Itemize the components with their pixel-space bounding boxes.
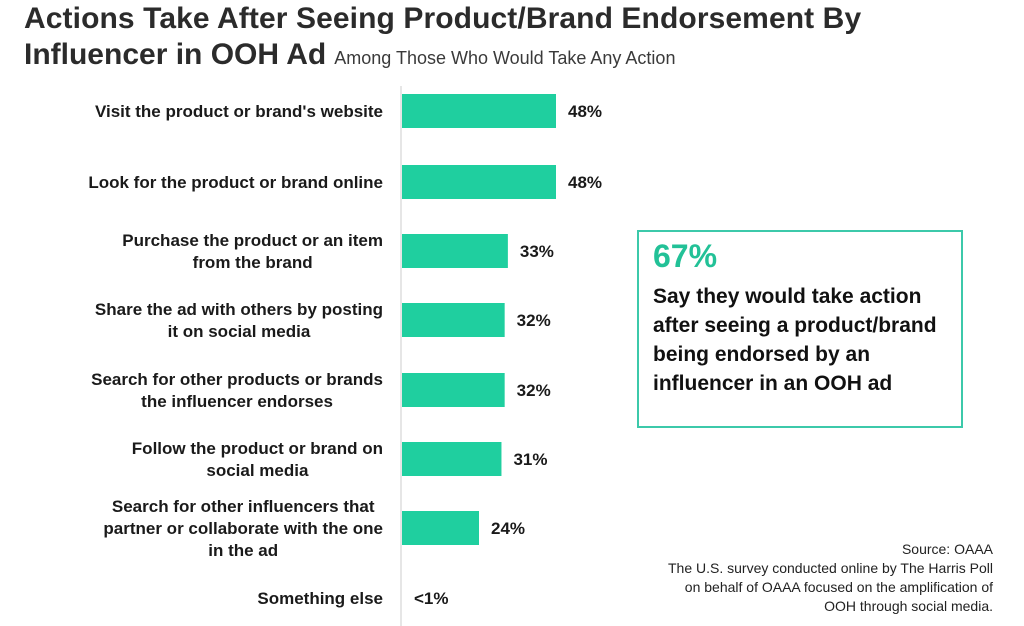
source-line-2: The U.S. survey conducted online by The … bbox=[667, 560, 993, 576]
data-label: 33% bbox=[520, 242, 554, 261]
data-label: 48% bbox=[568, 102, 602, 121]
category-label: Search for other influencers that partner… bbox=[103, 497, 383, 560]
category-label: Search for other products or brands the i… bbox=[91, 370, 383, 411]
data-label: 48% bbox=[568, 173, 602, 192]
source-note: Source: OAAA The U.S. survey conducted o… bbox=[553, 540, 993, 616]
chart-title-line-2: Influencer in OOH Ad Among Those Who Woul… bbox=[24, 38, 675, 72]
data-label: 31% bbox=[513, 450, 547, 469]
callout-box: 67% Say they would take action after see… bbox=[637, 230, 963, 428]
data-label: 24% bbox=[491, 519, 525, 538]
category-label: Purchase the product or an item from the … bbox=[122, 231, 383, 272]
callout-stat: 67% bbox=[653, 238, 718, 274]
chart-title-line-1: Actions Take After Seeing Product/Brand … bbox=[24, 2, 862, 35]
bar bbox=[402, 373, 505, 407]
category-label: Visit the product or brand's website bbox=[95, 102, 383, 121]
bar bbox=[402, 511, 479, 545]
bar bbox=[402, 234, 508, 268]
bars-layer: Visit the product or brand's website 48% L… bbox=[88, 94, 602, 608]
bar bbox=[402, 94, 556, 128]
chart-title-main: Influencer in OOH Ad bbox=[24, 38, 327, 71]
category-label: Share the ad with others by posting it on… bbox=[95, 300, 383, 341]
bar bbox=[402, 442, 502, 476]
data-label: <1% bbox=[414, 589, 449, 608]
chart-subtitle: Among Those Who Would Take Any Action bbox=[334, 48, 676, 68]
source-line-4: OOH through social media. bbox=[824, 598, 993, 614]
callout-text: Say they would take action after seeing … bbox=[653, 285, 937, 395]
data-label: 32% bbox=[517, 381, 551, 400]
category-label: Follow the product or brand on social med… bbox=[132, 439, 383, 480]
category-label: Something else bbox=[257, 589, 383, 608]
bar bbox=[402, 165, 556, 199]
data-label: 32% bbox=[517, 311, 551, 330]
source-line-3: on behalf of OAAA focused on the amplifi… bbox=[684, 579, 993, 595]
bar bbox=[402, 303, 505, 337]
category-label: Look for the product or brand online bbox=[88, 173, 383, 192]
source-line-1: Source: OAAA bbox=[901, 541, 993, 557]
